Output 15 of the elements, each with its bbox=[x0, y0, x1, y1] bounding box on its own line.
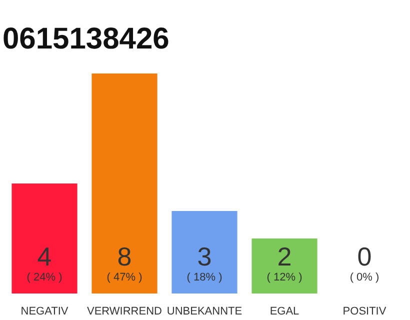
chart-title: 0615138426 bbox=[2, 22, 170, 56]
x-tick-label: NEGATIV bbox=[20, 306, 69, 318]
bar bbox=[252, 238, 318, 294]
x-tick-label: EGAL bbox=[270, 306, 300, 318]
data-label: 0 ( 0% ) bbox=[350, 242, 380, 284]
x-tick-label: UNBEKANNTE bbox=[166, 306, 242, 318]
x-tick-label: POSITIV bbox=[342, 306, 387, 318]
data-label: 4 ( 24% ) bbox=[26, 242, 62, 284]
data-label: 2 ( 12% ) bbox=[266, 242, 302, 284]
data-label: 3 ( 18% ) bbox=[186, 242, 222, 284]
x-tick-label: VERWIRREND bbox=[87, 306, 162, 318]
bar bbox=[12, 184, 78, 294]
data-label: 8 ( 47% ) bbox=[106, 242, 142, 284]
bar bbox=[92, 74, 158, 294]
bar bbox=[172, 211, 238, 294]
